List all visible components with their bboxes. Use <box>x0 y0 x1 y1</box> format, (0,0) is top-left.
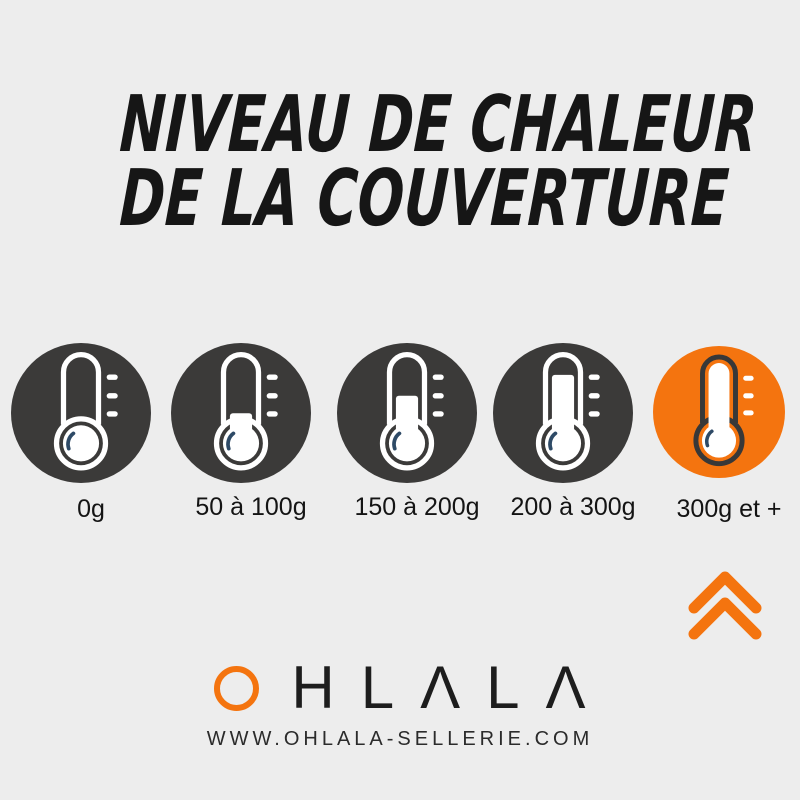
level-circle <box>11 343 151 483</box>
logo-o-icon <box>214 665 260 711</box>
level-circle <box>653 346 785 478</box>
level-circle <box>493 343 633 483</box>
level-item: 50 à 100g <box>171 343 311 522</box>
website-url: WWW.OHLALA-SELLERIE.COM <box>206 728 594 750</box>
thermometer-icon <box>653 346 785 478</box>
level-item: 150 à 200g <box>337 343 480 522</box>
level-label: 50 à 100g <box>195 493 307 521</box>
levels-row: 0g 50 à 100g 150 à 200g 200 à 300g 300g … <box>0 343 800 533</box>
level-circle <box>337 343 477 483</box>
level-label: 200 à 300g <box>510 493 636 521</box>
double-chevron-up-icon <box>688 571 762 640</box>
level-label: 150 à 200g <box>354 493 480 521</box>
level-item: 200 à 300g <box>493 343 636 522</box>
logo-letters: HLΛLΛ <box>291 654 612 721</box>
thermometer-icon <box>337 343 477 483</box>
title-line-1: NIVEAU DE CHALEUR <box>117 80 760 170</box>
thermometer-icon <box>493 343 633 483</box>
thermometer-icon <box>171 343 311 483</box>
level-circle <box>171 343 311 483</box>
brand-logo: HLΛLΛ <box>0 654 800 721</box>
page-title: NIVEAU DE CHALEUR DE LA COUVERTURE <box>0 0 800 244</box>
thermometer-icon <box>11 343 151 483</box>
title-line-2: DE LA COUVERTURE <box>117 154 731 244</box>
level-label: 0g <box>77 495 105 523</box>
level-label: 300g et + <box>676 495 782 523</box>
level-item: 0g <box>11 343 151 524</box>
level-item: 300g et + <box>653 343 785 524</box>
